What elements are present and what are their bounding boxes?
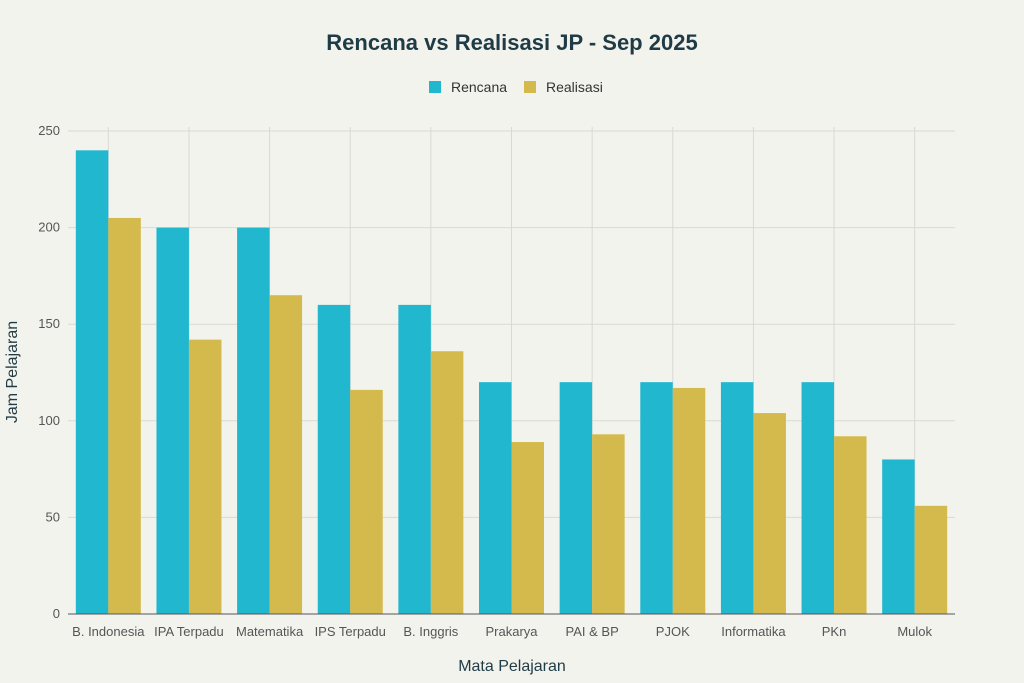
y-tick-label: 0 bbox=[53, 606, 60, 621]
bar-realisasi-1 bbox=[188, 339, 222, 614]
x-tick-label: Prakarya bbox=[485, 624, 538, 639]
y-axis-label: Jam Pelajaran bbox=[4, 321, 21, 423]
bar-realisasi-2 bbox=[269, 295, 303, 614]
bar-realisasi-7 bbox=[672, 387, 706, 614]
y-tick-label: 200 bbox=[38, 220, 60, 235]
x-axis-label: Mata Pelajaran bbox=[458, 658, 566, 675]
x-tick-label: Mulok bbox=[897, 624, 932, 639]
y-tick-label: 250 bbox=[38, 123, 60, 138]
bar-rencana-3 bbox=[317, 304, 351, 614]
bar-rencana-8 bbox=[720, 382, 754, 614]
y-tick-label: 50 bbox=[46, 509, 60, 524]
bar-rencana-2 bbox=[237, 227, 270, 614]
bar-rencana-0 bbox=[75, 150, 109, 614]
legend-label-rencana: Rencana bbox=[451, 79, 507, 95]
bar-rencana-9 bbox=[801, 382, 835, 614]
bar-realisasi-4 bbox=[430, 351, 464, 614]
bar-realisasi-10 bbox=[914, 505, 948, 614]
y-axis-ticks: 0 50 100 150 200 250 bbox=[38, 123, 60, 621]
legend-label-realisasi: Realisasi bbox=[546, 79, 603, 95]
bar-rencana-10 bbox=[882, 459, 915, 614]
bar-realisasi-5 bbox=[511, 442, 544, 614]
x-tick-label: PKn bbox=[822, 624, 847, 639]
y-tick-label: 150 bbox=[38, 316, 60, 331]
legend-swatch-realisasi bbox=[524, 81, 536, 93]
bar-realisasi-6 bbox=[592, 434, 625, 614]
bar-rencana-4 bbox=[398, 304, 431, 614]
bar-realisasi-9 bbox=[834, 436, 867, 614]
x-tick-label: IPA Terpadu bbox=[154, 624, 224, 639]
legend: Rencana Realisasi bbox=[429, 79, 603, 95]
bar-realisasi-0 bbox=[108, 217, 141, 614]
x-axis-ticks: B. Indonesia IPA Terpadu Matematika IPS Ter… bbox=[72, 624, 932, 639]
x-tick-label: PJOK bbox=[656, 624, 690, 639]
bar-rencana-5 bbox=[479, 382, 512, 614]
bar-rencana-6 bbox=[559, 382, 593, 614]
x-tick-label: Informatika bbox=[721, 624, 786, 639]
bars bbox=[75, 150, 948, 614]
bar-realisasi-3 bbox=[350, 389, 383, 614]
legend-swatch-rencana bbox=[429, 81, 441, 93]
x-tick-label: Matematika bbox=[236, 624, 304, 639]
x-tick-label: PAI & BP bbox=[566, 624, 619, 639]
x-tick-label: B. Inggris bbox=[403, 624, 458, 639]
bar-realisasi-8 bbox=[753, 413, 786, 614]
bar-rencana-7 bbox=[640, 382, 673, 614]
x-tick-label: IPS Terpadu bbox=[315, 624, 386, 639]
x-tick-label: B. Indonesia bbox=[72, 624, 145, 639]
y-tick-label: 100 bbox=[38, 413, 60, 428]
bar-rencana-1 bbox=[156, 227, 189, 614]
chart-title: Rencana vs Realisasi JP - Sep 2025 bbox=[326, 30, 697, 55]
